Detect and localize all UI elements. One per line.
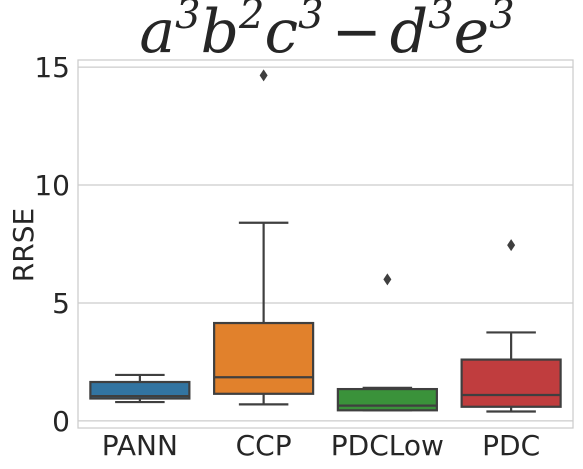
outlier-marker xyxy=(507,239,516,252)
chart-title: a3b2c3− d3e3 xyxy=(139,0,514,67)
y-tick-label: 0 xyxy=(52,405,70,438)
outlier-marker xyxy=(383,273,392,286)
x-tick-label: CCP xyxy=(236,429,292,462)
x-tick-label: PDCLow xyxy=(331,429,444,462)
box-iqr xyxy=(213,321,315,395)
plot-area-frame xyxy=(77,59,574,429)
outlier-marker xyxy=(259,69,268,82)
y-tick-label: 10 xyxy=(34,169,70,202)
box-iqr xyxy=(336,387,438,412)
x-axis-ticks: PANN CCP PDCLow PDC xyxy=(102,429,540,462)
box-iqr xyxy=(89,380,191,400)
y-axis-ticks: 0 5 10 15 xyxy=(34,51,70,438)
y-tick-label: 15 xyxy=(34,51,70,84)
box-group xyxy=(336,273,438,412)
box-group xyxy=(213,69,315,406)
x-tick-label: PDC xyxy=(482,429,540,462)
box-group xyxy=(89,373,191,404)
y-tick-label: 5 xyxy=(52,287,70,320)
y-axis-label: RRSE xyxy=(7,208,40,282)
box-group xyxy=(460,239,562,413)
boxes-layer xyxy=(89,69,562,413)
box-iqr xyxy=(460,358,562,408)
grid-lines xyxy=(78,66,573,422)
x-tick-label: PANN xyxy=(102,429,178,462)
